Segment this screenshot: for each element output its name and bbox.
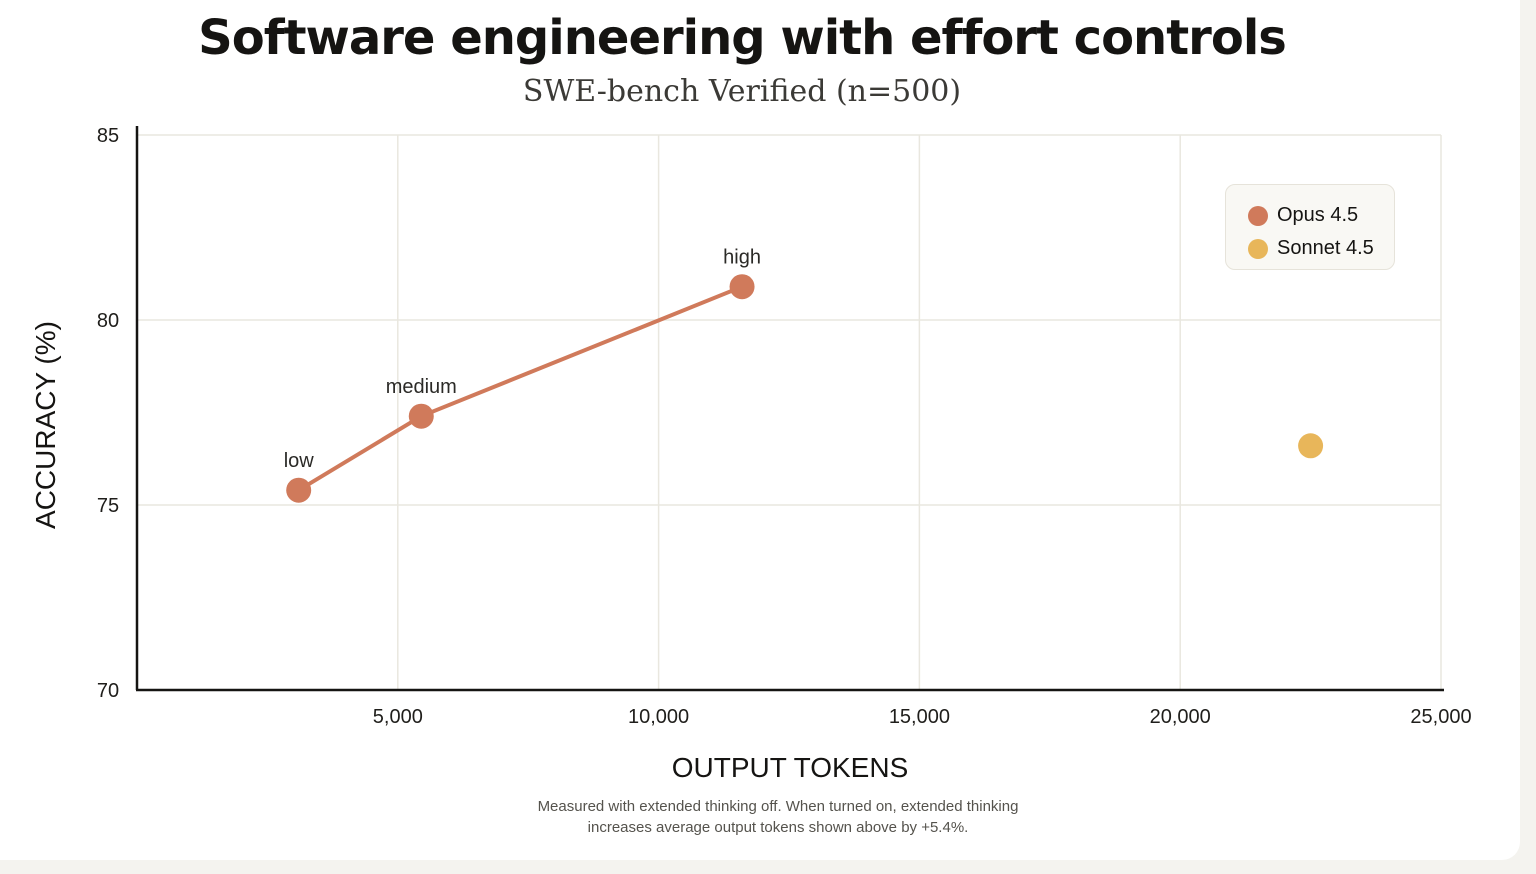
axis-layer bbox=[135, 126, 1444, 692]
y-tick-label-2: 80 bbox=[97, 310, 119, 332]
y-tick-label-0: 70 bbox=[97, 680, 119, 702]
point-label-medium: medium bbox=[386, 376, 457, 398]
legend-label-opus: Opus 4.5 bbox=[1277, 204, 1359, 226]
y-tick-label-3: 85 bbox=[97, 125, 119, 147]
point-label-high: high bbox=[723, 247, 761, 269]
point-opus-4-5-2[interactable] bbox=[729, 274, 755, 300]
x-tick-label-3: 20,000 bbox=[1150, 706, 1211, 728]
point-label-low: low bbox=[284, 450, 315, 472]
footnote-line-2: increases average output tokens shown ab… bbox=[587, 819, 969, 836]
x-tick-label-0: 5,000 bbox=[373, 706, 423, 728]
footnote-line-1: Measured with extended thinking off. Whe… bbox=[537, 798, 1019, 815]
tick-label-layer: 5,000 10,000 15,000 20,000 25,000 70 75 80 85 bbox=[97, 125, 1472, 728]
series-layer bbox=[286, 274, 1324, 503]
legend-item-opus[interactable]: Opus 4.5 bbox=[1226, 199, 1394, 232]
point-label-layer: low medium high bbox=[284, 247, 761, 473]
legend-label-sonnet: Sonnet 4.5 bbox=[1277, 237, 1374, 259]
grid-layer bbox=[137, 134, 1442, 690]
point-opus-4-5-1[interactable] bbox=[408, 403, 434, 429]
chart-subtitle: SWE-bench Verified (n=500) bbox=[522, 74, 962, 109]
footnote: Measured with extended thinking off. Whe… bbox=[0, 796, 1536, 838]
x-tick-label-2: 15,000 bbox=[889, 706, 950, 728]
chart-title: Software engineering with effort control… bbox=[198, 10, 1287, 66]
y-axis-label: ACCURACY (%) bbox=[30, 321, 61, 529]
x-axis-label: OUTPUT TOKENS bbox=[671, 752, 909, 783]
legend-swatch-opus bbox=[1248, 205, 1268, 226]
y-tick-label-1: 75 bbox=[97, 495, 119, 517]
legend-item-sonnet[interactable]: Sonnet 4.5 bbox=[1226, 232, 1394, 265]
x-tick-label-1: 10,000 bbox=[628, 706, 689, 728]
series-line-opus-4-5 bbox=[296, 284, 745, 493]
chart-card bbox=[0, 0, 1520, 860]
legend: Opus 4.5 Sonnet 4.5 bbox=[1225, 184, 1395, 270]
point-sonnet-4-5-0[interactable] bbox=[1298, 433, 1324, 459]
x-tick-label-4: 25,000 bbox=[1410, 706, 1471, 728]
legend-swatch-sonnet bbox=[1248, 238, 1268, 259]
point-opus-4-5-0[interactable] bbox=[286, 477, 312, 503]
